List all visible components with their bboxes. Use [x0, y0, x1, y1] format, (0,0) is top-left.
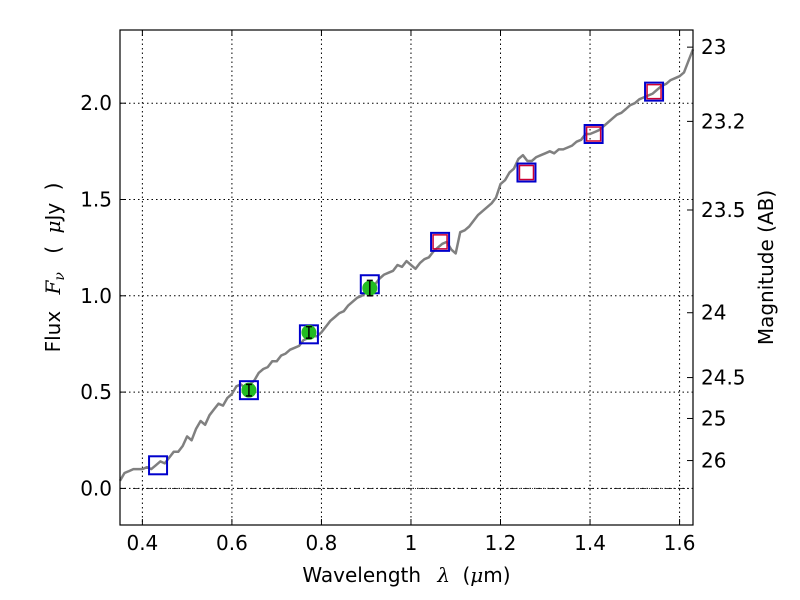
x-tick-label: 1.4: [574, 531, 606, 555]
y-axis-title-unit: Jy: [41, 203, 65, 223]
model-flux-box: [148, 455, 169, 476]
grid-layer: [120, 30, 693, 525]
model-flux-box: [516, 162, 537, 183]
x-tick-label: 0.8: [306, 531, 338, 555]
plot-frame: [119, 29, 694, 526]
magnitude-tick-label: 23: [701, 35, 726, 59]
y-axis-title-mu: μ: [41, 221, 65, 234]
magnitude-tick-label: 24.5: [701, 366, 746, 390]
x-tick-label: 1.2: [485, 531, 517, 555]
spectrum-line: [118, 48, 695, 482]
marks-layer: [148, 81, 665, 476]
magnitude-tick-label: 26: [701, 449, 726, 473]
y-tick-label: 0.5: [80, 380, 112, 404]
magnitude-tick-label: 23.5: [701, 198, 746, 222]
magnitude-tick-label: 25: [701, 406, 726, 430]
ir-model-box: [585, 126, 602, 142]
model-flux-box: [430, 231, 451, 252]
x-tick-label: 1: [405, 531, 418, 555]
y-axis-title: Flux Fν ( μJy ): [41, 183, 69, 353]
x-axis-title-paren: (: [462, 563, 470, 587]
x-axis-title-main: Wavelength: [302, 563, 421, 587]
y-axis-title-symbol: F: [41, 279, 65, 295]
x-axis-title-mu: μ: [470, 563, 483, 587]
x-axis-title-unit: m): [483, 563, 510, 587]
x-tick-label: 0.4: [126, 531, 158, 555]
x-axis-title: Wavelength λ (μm): [302, 563, 510, 587]
model-flux-box: [238, 380, 259, 401]
y-axis-title-paren-close: ): [41, 183, 65, 191]
model-flux-box: [583, 124, 604, 145]
y-tick-label: 2.0: [80, 91, 112, 115]
model-flux-box: [644, 81, 665, 102]
y-tick-label: 1.0: [80, 284, 112, 308]
magnitude-tick-label: 23.2: [701, 109, 746, 133]
ir-model-box: [518, 164, 535, 181]
ir-model-box: [432, 234, 448, 250]
ticks-layer: 0.4 0.6 0.8 1 1.2 1.4 1.6 0.0 0.5 1.0 1.5 2.0 23 23.2…: [80, 30, 746, 555]
y-tick-label: 1.5: [80, 187, 112, 211]
x-tick-label: 0.6: [216, 531, 248, 555]
y-axis-title-sub: ν: [52, 272, 68, 281]
magnitude-tick-label: 24: [701, 301, 726, 325]
ir-model-box: [646, 83, 662, 100]
magnitude-axis-title: Magnitude (AB): [754, 190, 778, 345]
y-tick-label: 0.0: [80, 476, 112, 500]
x-tick-label: 1.6: [664, 531, 696, 555]
x-axis-title-symbol: λ: [436, 563, 450, 587]
y-axis-title-paren-open: (: [41, 246, 65, 254]
y-axis-title-main: Flux: [41, 311, 65, 353]
